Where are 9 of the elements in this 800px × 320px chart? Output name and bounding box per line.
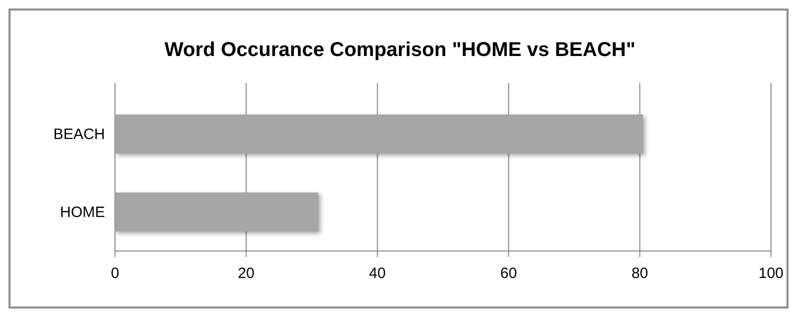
x-tick-label: 100: [758, 265, 784, 282]
y-tick-label: BEACH: [53, 126, 105, 143]
x-tick-label: 80: [631, 265, 648, 282]
x-tick-label: 0: [110, 265, 120, 282]
y-tick-label: HOME: [60, 204, 105, 221]
chart-title: Word Occurance Comparison "HOME vs BEACH": [164, 39, 636, 61]
x-tick-label: 40: [369, 265, 386, 282]
x-tick-label: 60: [500, 265, 517, 282]
x-tick-label: 20: [238, 265, 255, 282]
